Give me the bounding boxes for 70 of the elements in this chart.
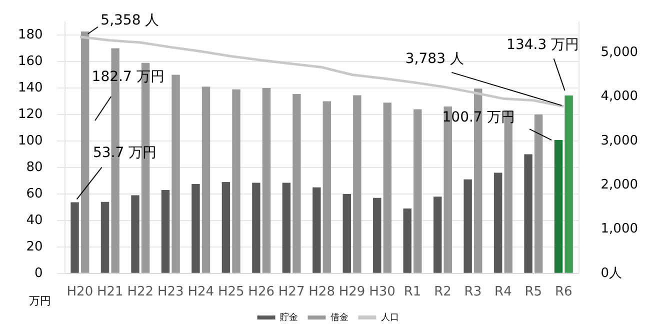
bar	[232, 89, 240, 273]
bar	[172, 74, 180, 273]
y-axis-title: 万円	[28, 294, 51, 308]
bar	[554, 140, 563, 273]
y-tick-label: 60	[26, 186, 43, 202]
bar	[262, 88, 271, 273]
bar	[524, 154, 532, 273]
bar	[403, 208, 412, 273]
y-tick-label: 160	[18, 54, 43, 69]
bar	[202, 86, 210, 273]
legend-label: 人口	[380, 312, 399, 323]
legend-label: 貯金	[280, 312, 298, 323]
y-tick-label: 140	[18, 80, 43, 96]
y2-axis-title: 人	[608, 266, 622, 281]
bar	[322, 101, 332, 273]
y-tick-label: 120	[18, 106, 43, 122]
bar	[292, 94, 301, 273]
bar	[252, 182, 260, 273]
bar	[161, 190, 170, 273]
y-tick-label: 100	[18, 133, 43, 148]
y2-tick-label: 3,000	[600, 133, 638, 148]
y-tick-label: 20	[26, 239, 43, 254]
x-tick-label: H26	[248, 284, 274, 300]
bar	[534, 114, 543, 273]
bar	[494, 172, 502, 273]
x-tick-label: R3	[464, 284, 482, 300]
bar	[433, 196, 442, 273]
bar	[131, 195, 140, 273]
bar	[342, 194, 352, 273]
bar	[383, 102, 392, 273]
x-tick-label: H30	[369, 284, 396, 300]
y-tick-label: 0	[34, 266, 43, 281]
bar	[353, 95, 362, 273]
bar	[414, 109, 422, 273]
bar	[192, 184, 200, 273]
x-tick-label: R5	[524, 284, 542, 300]
bar	[312, 187, 321, 273]
y2-tick-label: 4,000	[600, 89, 638, 104]
x-tick-label: H20	[66, 284, 94, 300]
x-tick-label: H29	[338, 284, 366, 300]
y2-tick-label: 5,000	[600, 45, 638, 60]
y-tick-label: 40	[26, 212, 43, 228]
y-tick-label: 80	[26, 160, 43, 175]
x-tick-label: R4	[494, 284, 512, 300]
bar	[373, 198, 382, 273]
y-tick-label: 180	[18, 27, 43, 42]
x-tick-label: R6	[555, 284, 572, 300]
x-tick-label: H27	[278, 284, 305, 300]
bar	[70, 202, 79, 273]
data-label: 3,783 人	[405, 51, 464, 68]
bar	[282, 182, 291, 273]
y2-tick-label: 2,000	[600, 177, 638, 192]
x-tick-label: R2	[434, 284, 452, 300]
bar	[80, 31, 90, 273]
bar	[222, 182, 230, 273]
bar	[564, 96, 573, 273]
y2-tick-label: 1,000	[600, 222, 638, 237]
data-label: 5,358 人	[100, 12, 160, 29]
data-label: 134.3 万円	[506, 37, 580, 54]
legend-label: 借金	[330, 312, 348, 323]
x-tick-label: H24	[188, 284, 214, 300]
bar	[100, 202, 110, 273]
x-tick-label: R1	[404, 284, 422, 300]
x-tick-label: H25	[218, 284, 244, 300]
bar	[464, 179, 472, 273]
x-tick-label: H28	[308, 284, 335, 300]
y2-tick-label: 0	[600, 266, 610, 281]
x-tick-label: H23	[157, 284, 184, 300]
x-tick-label: H22	[127, 284, 154, 300]
x-tick-label: H21	[97, 284, 124, 300]
